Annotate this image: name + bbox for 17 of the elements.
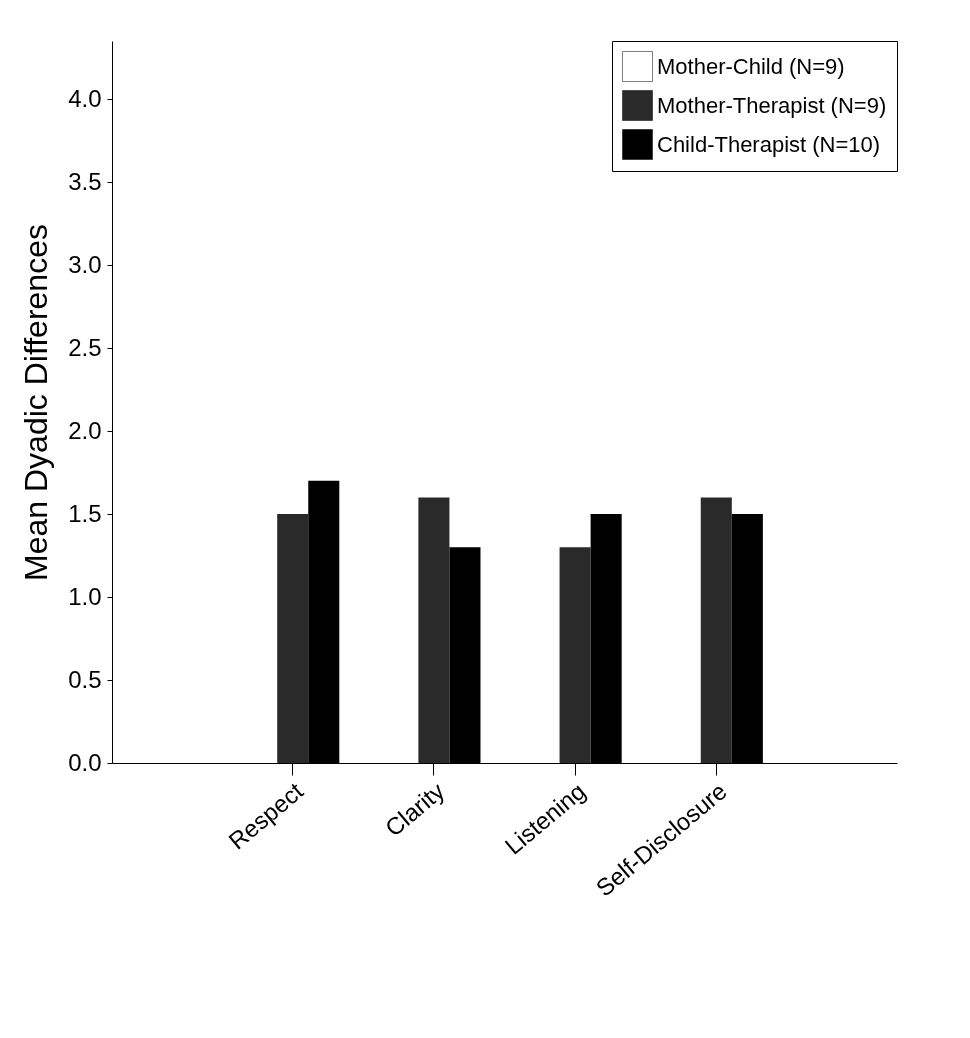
y-tick-label: 4.0: [68, 84, 102, 112]
y-tick-label: 0.0: [68, 748, 102, 776]
y-axis-title: Mean Dyadic Differences: [18, 224, 55, 581]
y-tick-label: 1.5: [68, 499, 102, 527]
y-tick-label: 2.0: [68, 416, 102, 444]
legend-label: Mother-Child (N=9): [657, 53, 845, 79]
y-tick-label: 3.0: [68, 250, 102, 278]
y-tick-label: 3.5: [68, 167, 102, 195]
bar: [559, 547, 591, 763]
bar: [700, 497, 732, 763]
y-tick-label: 1.0: [68, 582, 102, 610]
bar: [277, 514, 309, 763]
legend-label: Child-Therapist (N=10): [657, 131, 881, 157]
bar: [418, 497, 450, 763]
y-tick-label: 0.5: [68, 665, 102, 693]
y-tick-label: 2.5: [68, 333, 102, 361]
legend-label: Mother-Therapist (N=9): [657, 92, 887, 118]
